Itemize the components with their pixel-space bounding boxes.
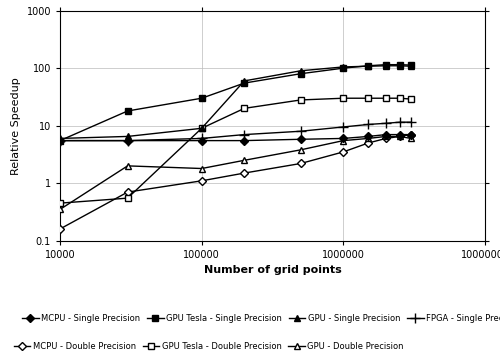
GPU - Double Precision: [124, 164, 130, 168]
GPU Tesla - Double Precision: [298, 98, 304, 102]
GPU - Double Precision: [383, 134, 389, 138]
MCPU - Single Precision: [340, 136, 346, 141]
GPU - Single Precision: [383, 64, 389, 68]
GPU Tesla - Double Precision: [57, 201, 63, 205]
MCPU - Single Precision: [57, 138, 63, 143]
FPGA - Single Precision: [57, 138, 63, 143]
GPU Tesla - Double Precision: [340, 96, 346, 100]
FPGA - Single Precision: [366, 122, 372, 127]
FPGA - Single Precision: [340, 125, 346, 129]
MCPU - Single Precision: [366, 134, 372, 138]
MCPU - Double Precision: [124, 190, 130, 194]
MCPU - Double Precision: [366, 141, 372, 145]
FPGA - Single Precision: [298, 129, 304, 133]
GPU Tesla - Single Precision: [298, 72, 304, 76]
GPU - Single Precision: [57, 136, 63, 141]
GPU Tesla - Double Precision: [383, 96, 389, 100]
GPU Tesla - Single Precision: [57, 138, 63, 143]
GPU - Single Precision: [340, 65, 346, 69]
FPGA - Single Precision: [124, 138, 130, 143]
MCPU - Single Precision: [408, 132, 414, 137]
MCPU - Double Precision: [298, 161, 304, 166]
GPU - Double Precision: [198, 166, 204, 171]
GPU Tesla - Single Precision: [340, 66, 346, 70]
GPU - Double Precision: [57, 207, 63, 212]
FPGA - Single Precision: [242, 132, 248, 137]
MCPU - Single Precision: [124, 138, 130, 143]
Line: FPGA - Single Precision: FPGA - Single Precision: [55, 117, 416, 145]
GPU Tesla - Single Precision: [396, 63, 402, 67]
GPU Tesla - Single Precision: [242, 81, 248, 85]
GPU - Single Precision: [124, 134, 130, 138]
Line: GPU - Single Precision: GPU - Single Precision: [56, 62, 414, 142]
MCPU - Double Precision: [242, 171, 248, 175]
GPU - Double Precision: [366, 136, 372, 141]
FPGA - Single Precision: [198, 136, 204, 141]
GPU - Single Precision: [242, 79, 248, 83]
GPU Tesla - Single Precision: [198, 96, 204, 100]
Line: GPU Tesla - Double Precision: GPU Tesla - Double Precision: [56, 95, 414, 207]
MCPU - Double Precision: [383, 136, 389, 141]
MCPU - Double Precision: [396, 134, 402, 138]
MCPU - Single Precision: [198, 138, 204, 143]
GPU - Single Precision: [408, 64, 414, 68]
Line: GPU Tesla - Single Precision: GPU Tesla - Single Precision: [56, 61, 414, 144]
X-axis label: Number of grid points: Number of grid points: [204, 265, 342, 275]
MCPU - Double Precision: [408, 132, 414, 137]
MCPU - Double Precision: [198, 179, 204, 183]
GPU Tesla - Double Precision: [408, 97, 414, 101]
GPU - Double Precision: [408, 136, 414, 141]
GPU Tesla - Single Precision: [408, 63, 414, 67]
Line: MCPU - Double Precision: MCPU - Double Precision: [57, 132, 414, 232]
GPU - Single Precision: [198, 126, 204, 130]
MCPU - Single Precision: [396, 132, 402, 137]
GPU - Single Precision: [298, 69, 304, 73]
Y-axis label: Relative Speedup: Relative Speedup: [11, 77, 21, 175]
GPU Tesla - Single Precision: [366, 64, 372, 68]
GPU - Double Precision: [340, 138, 346, 143]
MCPU - Single Precision: [298, 137, 304, 141]
GPU Tesla - Double Precision: [366, 96, 372, 100]
GPU Tesla - Single Precision: [383, 63, 389, 67]
GPU Tesla - Double Precision: [198, 126, 204, 130]
GPU - Single Precision: [366, 64, 372, 68]
GPU Tesla - Double Precision: [242, 106, 248, 110]
FPGA - Single Precision: [396, 120, 402, 124]
Legend: MCPU - Double Precision, GPU Tesla - Double Precision, GPU - Double Precision: MCPU - Double Precision, GPU Tesla - Dou…: [14, 342, 404, 350]
FPGA - Single Precision: [383, 121, 389, 125]
GPU - Single Precision: [396, 64, 402, 68]
GPU - Double Precision: [242, 158, 248, 162]
GPU - Double Precision: [396, 134, 402, 138]
MCPU - Double Precision: [57, 227, 63, 231]
GPU Tesla - Single Precision: [124, 109, 130, 113]
Line: MCPU - Single Precision: MCPU - Single Precision: [57, 132, 414, 143]
MCPU - Single Precision: [383, 132, 389, 137]
MCPU - Single Precision: [242, 138, 248, 143]
GPU Tesla - Double Precision: [124, 196, 130, 200]
FPGA - Single Precision: [408, 120, 414, 124]
Line: GPU - Double Precision: GPU - Double Precision: [56, 133, 414, 213]
MCPU - Double Precision: [340, 150, 346, 154]
GPU - Double Precision: [298, 148, 304, 152]
GPU Tesla - Double Precision: [396, 96, 402, 100]
